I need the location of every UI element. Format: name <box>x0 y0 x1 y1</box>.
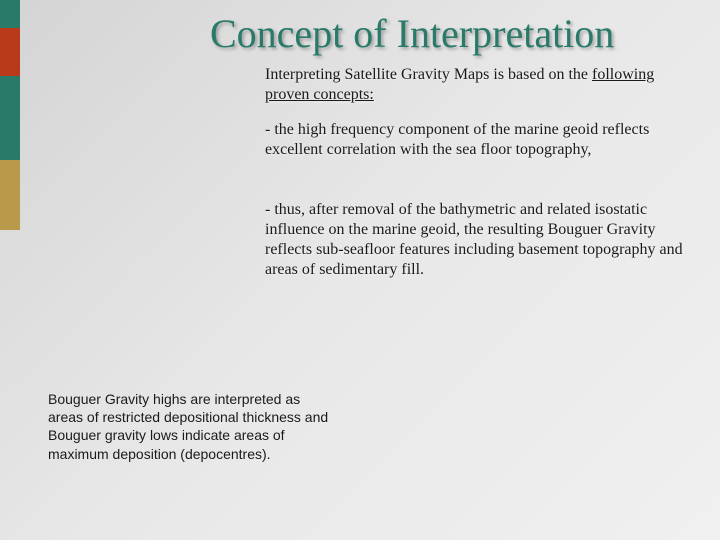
slide-title: Concept of Interpretation <box>210 10 614 57</box>
band-teal-top <box>0 0 20 28</box>
footer-paragraph: Bouguer Gravity highs are interpreted as… <box>48 390 338 463</box>
intro-paragraph: Interpreting Satellite Gravity Maps is b… <box>265 65 700 105</box>
body-paragraph-1: - the high frequency component of the ma… <box>265 120 700 160</box>
intro-prefix: Interpreting Satellite Gravity Maps is b… <box>265 66 592 83</box>
decorative-sidebar <box>0 0 20 230</box>
band-red <box>0 28 20 76</box>
band-mustard <box>0 160 20 230</box>
band-teal-mid <box>0 76 20 160</box>
body-paragraph-2: - thus, after removal of the bathymetric… <box>265 200 700 280</box>
